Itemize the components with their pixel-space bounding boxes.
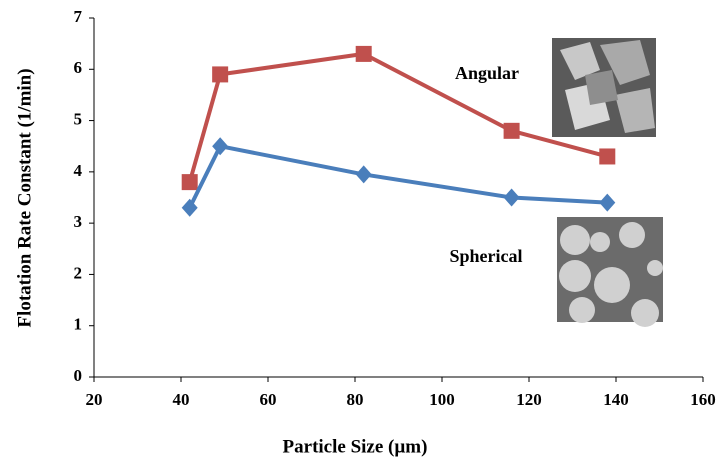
- y-tick-label: 1: [74, 315, 83, 334]
- marker: [599, 148, 615, 164]
- marker: [504, 189, 520, 207]
- y-tick-label: 3: [74, 212, 83, 231]
- y-tick-label: 5: [74, 109, 83, 128]
- marker: [182, 174, 198, 190]
- y-tick-label: 4: [74, 161, 83, 180]
- series-line: [190, 54, 608, 182]
- marker: [212, 66, 228, 82]
- angular-image: [552, 38, 656, 137]
- marker: [182, 199, 198, 217]
- x-tick-label: 40: [173, 390, 190, 409]
- x-tick-label: 80: [347, 390, 364, 409]
- series-label: Spherical: [449, 246, 522, 266]
- series-label: Angular: [455, 63, 519, 83]
- x-tick-label: 20: [86, 390, 103, 409]
- x-axis-title: Particle Size (µm): [283, 436, 428, 457]
- marker: [212, 137, 228, 155]
- marker: [599, 194, 615, 212]
- y-tick-label: 6: [74, 58, 83, 77]
- marker: [504, 123, 520, 139]
- spherical-image: [557, 217, 663, 327]
- x-tick-label: 60: [260, 390, 277, 409]
- marker: [356, 46, 372, 62]
- y-tick-label: 7: [74, 7, 83, 26]
- y-tick-label: 0: [74, 366, 83, 385]
- series-line: [190, 146, 608, 208]
- chart: Particle Size (µm) Flotation Rate Consta…: [0, 0, 721, 462]
- marker: [356, 165, 372, 183]
- y-axis-title: Flotation Rate Constant (1/min): [14, 68, 35, 327]
- x-tick-label: 100: [429, 390, 455, 409]
- y-tick-label: 2: [74, 263, 83, 282]
- x-tick-label: 120: [516, 390, 542, 409]
- x-tick-label: 160: [690, 390, 716, 409]
- x-tick-label: 140: [603, 390, 629, 409]
